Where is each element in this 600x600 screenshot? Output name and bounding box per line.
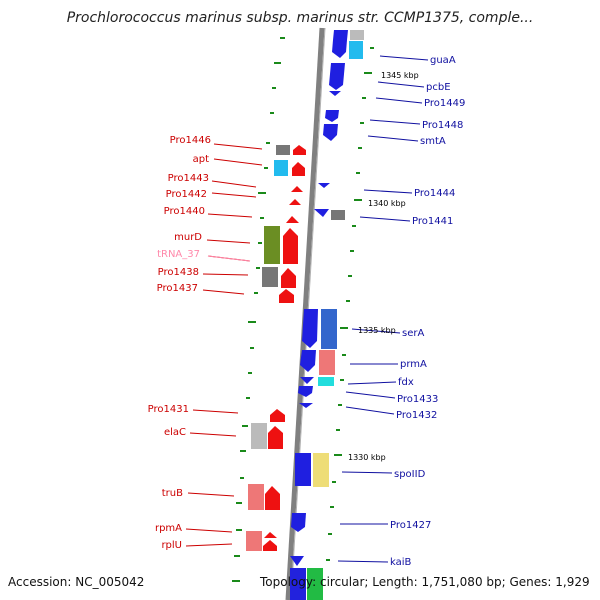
- gene-arrow: [292, 162, 305, 176]
- gene-label-left[interactable]: Pro1438: [158, 267, 199, 278]
- gene-box: [246, 531, 262, 551]
- gene-box: [321, 309, 337, 349]
- gene-label-right[interactable]: Pro1433: [397, 394, 438, 405]
- genome-summary-text: Topology: circular; Length: 1,751,080 bp…: [260, 575, 590, 589]
- right-leaders: [337, 55, 429, 563]
- gene-box: [350, 30, 364, 40]
- gene-box: [331, 210, 345, 220]
- gene-label-right[interactable]: fdx: [398, 377, 414, 388]
- gene-arrow: [299, 403, 313, 408]
- gene-label-right[interactable]: Pro1441: [412, 216, 453, 227]
- kbp-label: 1335 kbp: [358, 326, 396, 335]
- gene-label-left[interactable]: Pro1431: [148, 404, 189, 415]
- gene-label-left[interactable]: tRNA_37: [157, 249, 200, 260]
- gene-arrow: [268, 426, 283, 449]
- gene-arrow: [329, 63, 345, 90]
- trna-leader: [207, 255, 251, 262]
- kbp-label: 1340 kbp: [368, 199, 406, 208]
- gene-box: [276, 145, 290, 155]
- gene-label-left[interactable]: truB: [162, 488, 183, 499]
- gene-label-right[interactable]: pcbE: [426, 82, 451, 93]
- accession-text: Accession: NC_005042: [8, 575, 145, 589]
- gene-label-right[interactable]: serA: [402, 328, 424, 339]
- gene-box: [349, 41, 363, 59]
- map-title: Prochlorococcus marinus subsp. marinus s…: [66, 10, 534, 26]
- gene-arrow: [300, 377, 314, 384]
- gene-arrow: [286, 216, 299, 223]
- gene-label-right[interactable]: smtA: [420, 136, 446, 147]
- gene-arrow: [323, 124, 338, 141]
- gene-arrow: [264, 532, 277, 538]
- gc-ticks: [232, 37, 374, 582]
- gene-arrow: [281, 268, 296, 288]
- gene-arrow: [329, 91, 341, 96]
- gene-label-left[interactable]: rplU: [161, 540, 182, 551]
- gene-arrow: [302, 309, 318, 348]
- gene-arrow: [290, 556, 304, 566]
- gene-box: [307, 568, 323, 600]
- gene-label-left[interactable]: elaC: [164, 427, 186, 438]
- gene-label-left[interactable]: rpmA: [155, 523, 182, 534]
- gene-box: [248, 484, 264, 510]
- gene-label-right[interactable]: Pro1449: [424, 98, 465, 109]
- gene-arrow: [300, 350, 316, 372]
- gene-box: [319, 350, 335, 375]
- right-strand-genes: [290, 30, 364, 600]
- gene-box: [295, 453, 311, 486]
- gene-label-right[interactable]: Pro1444: [414, 188, 455, 199]
- gene-arrow: [318, 183, 330, 188]
- kbp-label: 1345 kbp: [381, 71, 419, 80]
- gene-label-left[interactable]: Pro1437: [157, 283, 198, 294]
- gene-label-left[interactable]: murD: [174, 232, 202, 243]
- gene-box: [274, 160, 288, 176]
- gene-label-left[interactable]: Pro1440: [164, 206, 205, 217]
- gene-arrow: [291, 186, 303, 192]
- gene-arrow: [270, 409, 285, 422]
- gene-arrow: [298, 386, 313, 397]
- gene-box: [264, 226, 280, 264]
- gene-arrow: [291, 513, 306, 532]
- gene-label-right[interactable]: spoIID: [394, 469, 426, 480]
- gene-label-right[interactable]: kaiB: [390, 557, 412, 568]
- gene-label-right[interactable]: Pro1448: [422, 120, 463, 131]
- gene-box: [251, 423, 267, 449]
- gene-label-right[interactable]: guaA: [430, 55, 456, 66]
- gene-arrow: [265, 486, 280, 510]
- gene-label-left[interactable]: Pro1443: [168, 173, 209, 184]
- gene-label-right[interactable]: Pro1432: [396, 410, 437, 421]
- left-leaders: [185, 143, 263, 547]
- gene-box: [318, 377, 334, 386]
- gene-arrow: [332, 40, 347, 58]
- gene-label-right[interactable]: prmA: [400, 359, 427, 370]
- gene-arrow: [293, 145, 306, 155]
- gene-arrow: [289, 199, 301, 205]
- gene-arrow: [263, 540, 277, 551]
- gene-label-right[interactable]: Pro1427: [390, 520, 431, 531]
- gene-box: [290, 568, 306, 600]
- kbp-label: 1330 kbp: [348, 453, 386, 462]
- gene-box: [313, 453, 329, 487]
- gene-arrow: [279, 289, 294, 303]
- gene-arrow: [314, 209, 329, 217]
- gene-arrow: [325, 110, 339, 122]
- gene-box: [262, 267, 278, 287]
- gene-label-left[interactable]: Pro1446: [170, 135, 211, 146]
- gene-label-left[interactable]: apt: [193, 154, 209, 165]
- gene-label-left[interactable]: Pro1442: [166, 189, 207, 200]
- left-strand-genes: [246, 145, 306, 551]
- gene-arrow: [283, 228, 298, 264]
